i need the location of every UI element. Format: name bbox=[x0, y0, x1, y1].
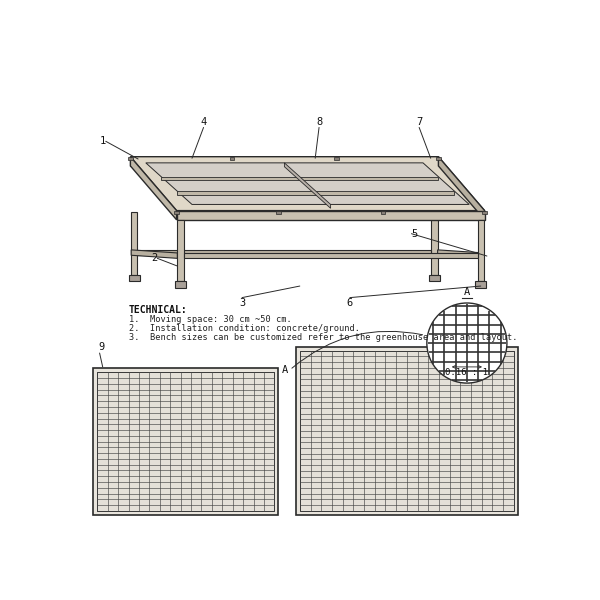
Polygon shape bbox=[130, 157, 176, 220]
Text: 2.  Installation condition: concrete/ground.: 2. Installation condition: concrete/grou… bbox=[129, 324, 360, 333]
Polygon shape bbox=[478, 220, 484, 281]
Text: 7: 7 bbox=[416, 118, 422, 127]
Text: A: A bbox=[282, 365, 288, 375]
Text: 8: 8 bbox=[316, 118, 322, 127]
Polygon shape bbox=[184, 253, 478, 259]
Text: 6: 6 bbox=[347, 298, 353, 308]
Text: TECHNICAL:: TECHNICAL: bbox=[129, 305, 188, 316]
Text: 0.16 : 1: 0.16 : 1 bbox=[445, 368, 488, 377]
Text: 1: 1 bbox=[100, 136, 106, 146]
Polygon shape bbox=[175, 281, 186, 287]
Polygon shape bbox=[130, 157, 485, 211]
Polygon shape bbox=[161, 176, 438, 181]
Polygon shape bbox=[131, 250, 178, 259]
Polygon shape bbox=[380, 211, 385, 214]
Polygon shape bbox=[475, 281, 486, 287]
Polygon shape bbox=[131, 212, 137, 275]
Polygon shape bbox=[178, 220, 184, 281]
Text: 5: 5 bbox=[412, 229, 418, 239]
Polygon shape bbox=[284, 163, 331, 208]
Polygon shape bbox=[429, 275, 440, 281]
Polygon shape bbox=[439, 157, 485, 220]
Bar bbox=[300, 351, 514, 511]
Polygon shape bbox=[276, 211, 281, 214]
Polygon shape bbox=[230, 157, 235, 160]
Polygon shape bbox=[128, 157, 133, 160]
Text: 3.  Bench sizes can be customized refer to the greenhouse area and layout.: 3. Bench sizes can be customized refer t… bbox=[129, 333, 517, 342]
Bar bbox=[94, 368, 278, 515]
Polygon shape bbox=[177, 191, 454, 194]
Text: 1.  Moving space: 30 cm ~50 cm.: 1. Moving space: 30 cm ~50 cm. bbox=[129, 314, 292, 323]
Circle shape bbox=[427, 303, 507, 383]
Text: A: A bbox=[464, 287, 470, 297]
Polygon shape bbox=[431, 212, 437, 275]
Polygon shape bbox=[437, 250, 484, 259]
Polygon shape bbox=[146, 163, 469, 205]
Bar bbox=[97, 372, 274, 511]
Bar bbox=[296, 347, 518, 515]
Text: 2: 2 bbox=[151, 253, 157, 263]
Polygon shape bbox=[334, 157, 339, 160]
Text: 9: 9 bbox=[98, 341, 104, 352]
Polygon shape bbox=[137, 250, 431, 255]
Text: 3: 3 bbox=[239, 298, 245, 308]
Text: 4: 4 bbox=[200, 118, 206, 127]
Polygon shape bbox=[176, 211, 485, 220]
Polygon shape bbox=[130, 157, 439, 166]
Polygon shape bbox=[174, 211, 179, 214]
Polygon shape bbox=[436, 157, 441, 160]
Polygon shape bbox=[482, 211, 487, 214]
Polygon shape bbox=[129, 275, 140, 281]
